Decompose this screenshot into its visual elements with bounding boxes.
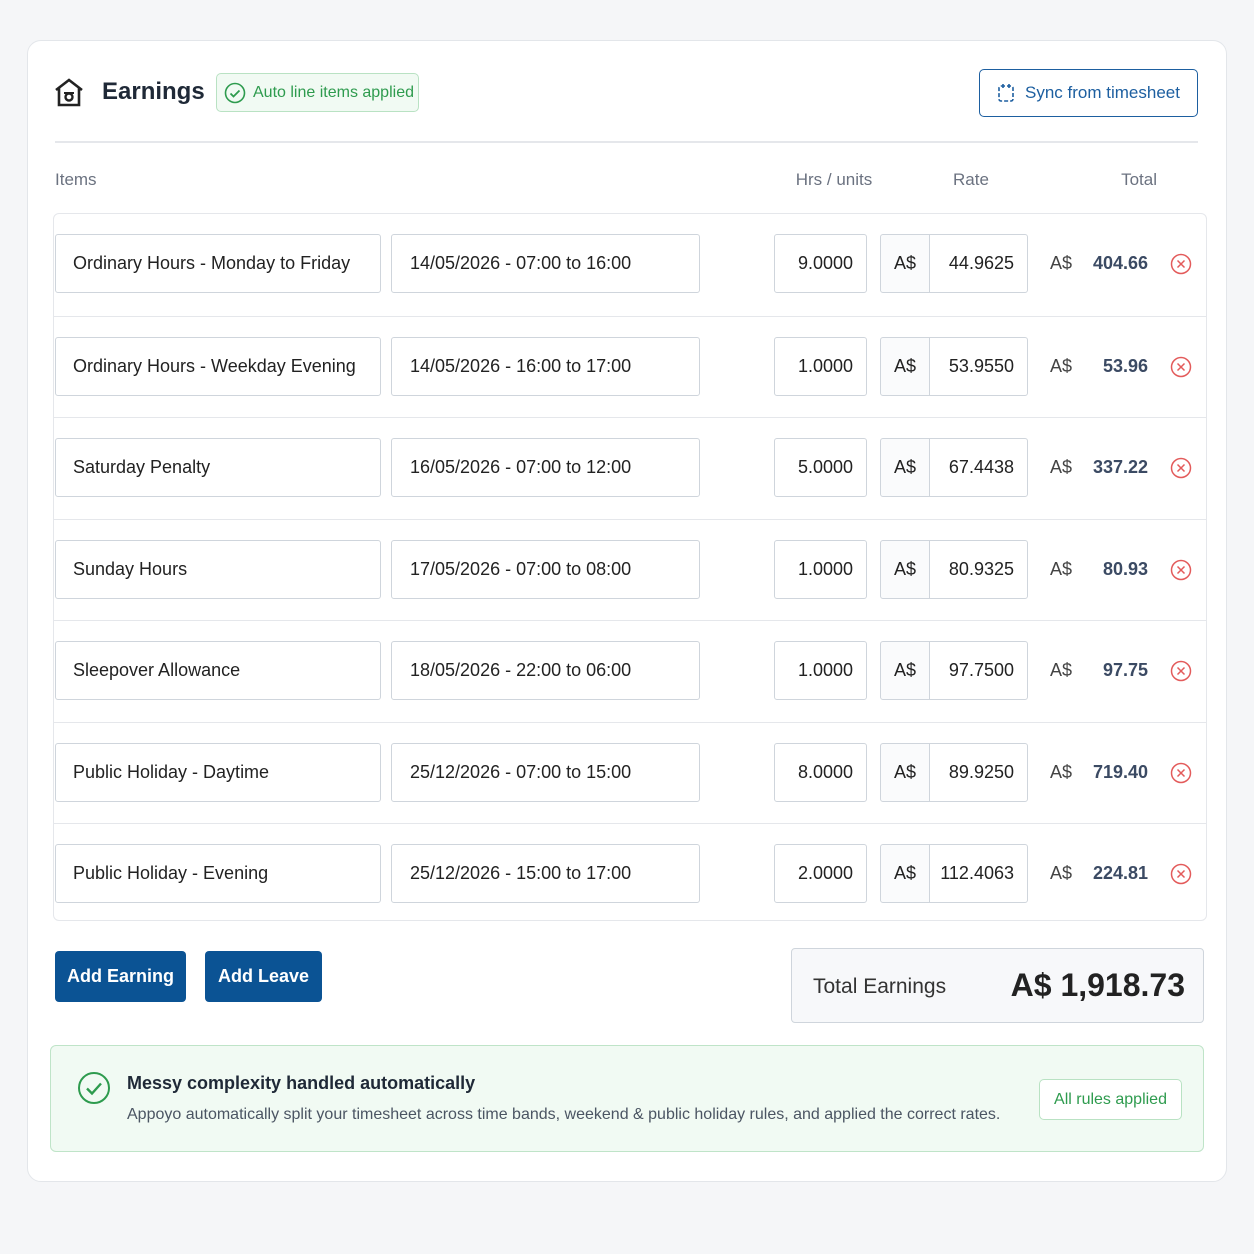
total-currency: A$: [1050, 660, 1073, 680]
notice-text: Appoyo automatically split your timeshee…: [127, 1106, 1001, 1123]
notice-title: Messy complexity handled automatically: [127, 1073, 476, 1093]
line-total: 53.96: [1102, 355, 1148, 376]
currency-cell: A$: [880, 844, 930, 903]
add-leave-button[interactable]: Add Leave: [205, 951, 322, 1002]
total-label: Total Earnings: [813, 975, 947, 998]
remove-icon: [1170, 762, 1192, 783]
line-total: 719.40: [1092, 761, 1148, 782]
remove-button[interactable]: [1170, 356, 1192, 378]
title: Earnings: [102, 78, 205, 105]
rate-input[interactable]: 97.7500: [929, 641, 1028, 700]
add-earning-button[interactable]: Add Earning: [55, 951, 186, 1002]
currency-cell: A$: [880, 438, 930, 497]
line-total: 224.81: [1092, 863, 1148, 883]
hours-input[interactable]: 1.0000: [774, 539, 867, 599]
remove-button[interactable]: [1170, 863, 1192, 885]
hours-input[interactable]: 2.0000: [774, 844, 867, 903]
total-value: A$ 1,918.73: [1010, 967, 1185, 1003]
earning-row: Public Holiday - Evening 25/12/2026 - 15:…: [54, 823, 1206, 925]
col-items: Items: [55, 170, 97, 189]
total-box: Total Earnings A$ 1,918.73: [791, 948, 1204, 1023]
earning-row: Ordinary Hours - Weekday Evening 14/05/20…: [54, 315, 1206, 418]
rows-container: Ordinary Hours - Monday to Friday 14/05/2…: [53, 213, 1207, 921]
period-input[interactable]: 25/12/2026 - 15:00 to 17:00: [391, 844, 700, 903]
remove-button[interactable]: [1170, 457, 1192, 479]
rate-input[interactable]: 112.4063: [929, 844, 1028, 903]
item-input[interactable]: Public Holiday - Daytime: [55, 742, 381, 802]
remove-icon: [1170, 253, 1192, 275]
hours-input[interactable]: 9.0000: [774, 234, 867, 293]
notice: Messy complexity handled automatically A…: [50, 1045, 1204, 1152]
remove-button[interactable]: [1170, 762, 1192, 784]
divider: [55, 141, 1198, 143]
rules-badge: All rules applied: [1039, 1079, 1182, 1120]
rate-input[interactable]: 44.9625: [929, 234, 1028, 293]
total-currency: A$: [1050, 355, 1073, 376]
currency-cell: A$: [880, 742, 930, 802]
remove-icon: [1170, 559, 1192, 580]
period-input[interactable]: 16/05/2026 - 07:00 to 12:00: [391, 438, 700, 497]
currency-cell: A$: [880, 641, 930, 700]
check-icon: [224, 82, 246, 104]
remove-icon: [1170, 863, 1192, 885]
item-input[interactable]: Public Holiday - Evening: [55, 844, 381, 903]
remove-icon: [1170, 356, 1192, 377]
line-total: 404.66: [1092, 253, 1148, 273]
remove-icon: [1170, 457, 1192, 479]
line-total: 337.22: [1092, 457, 1148, 477]
period-input[interactable]: 18/05/2026 - 22:00 to 06:00: [391, 641, 700, 700]
item-input[interactable]: Sunday Hours: [55, 539, 381, 599]
line-total: 97.75: [1102, 660, 1148, 680]
period-input[interactable]: 17/05/2026 - 07:00 to 08:00: [391, 539, 700, 599]
sync-button[interactable]: Sync from timesheet: [979, 69, 1198, 117]
period-input[interactable]: 25/12/2026 - 07:00 to 15:00: [391, 742, 700, 802]
total-currency: A$: [1050, 761, 1073, 782]
item-input[interactable]: Ordinary Hours - Weekday Evening: [55, 336, 381, 396]
earning-row: Sunday Hours 17/05/2026 - 07:00 to 08:00 1…: [54, 518, 1206, 621]
currency-cell: A$: [880, 539, 930, 599]
total-currency: A$: [1050, 253, 1073, 273]
earning-row: Saturday Penalty 16/05/2026 - 07:00 to 12…: [54, 417, 1206, 519]
item-input[interactable]: Ordinary Hours - Monday to Friday: [55, 234, 381, 293]
rate-input[interactable]: 67.4438: [929, 438, 1028, 497]
remove-icon: [1170, 660, 1192, 682]
rate-input[interactable]: 53.9550: [929, 336, 1028, 396]
earning-row: Public Holiday - Daytime 25/12/2026 - 07:…: [54, 721, 1206, 824]
house-icon: [55, 78, 83, 107]
total-currency: A$: [1050, 863, 1073, 883]
remove-button[interactable]: [1170, 559, 1192, 581]
sync-icon: [998, 84, 1014, 102]
col-hours: Hrs / units: [795, 170, 873, 189]
total-currency: A$: [1050, 457, 1073, 477]
item-input[interactable]: Saturday Penalty: [55, 438, 381, 497]
sync-label: Sync from timesheet: [1025, 83, 1180, 102]
line-total: 80.93: [1102, 558, 1148, 579]
col-total: Total: [1121, 170, 1157, 189]
badge-text: Auto line items applied: [253, 84, 414, 101]
hours-input[interactable]: 8.0000: [774, 742, 867, 802]
period-input[interactable]: 14/05/2026 - 07:00 to 16:00: [391, 234, 700, 293]
total-currency: A$: [1050, 558, 1073, 579]
status-badge: Auto line items applied: [216, 73, 419, 112]
hours-input[interactable]: 1.0000: [774, 336, 867, 396]
earning-row: Ordinary Hours - Monday to Friday 14/05/2…: [54, 214, 1206, 316]
col-rate: Rate: [953, 170, 989, 189]
hours-input[interactable]: 1.0000: [774, 641, 867, 700]
rate-input[interactable]: 80.9325: [929, 539, 1028, 599]
rate-input[interactable]: 89.9250: [929, 742, 1028, 802]
notice-icon: [78, 1072, 110, 1104]
currency-cell: A$: [880, 336, 930, 396]
period-input[interactable]: 14/05/2026 - 16:00 to 17:00: [391, 336, 700, 396]
item-input[interactable]: Sleepover Allowance: [55, 641, 381, 700]
earning-row: Sleepover Allowance 18/05/2026 - 22:00 to…: [54, 620, 1206, 722]
currency-cell: A$: [880, 234, 930, 293]
remove-button[interactable]: [1170, 660, 1192, 682]
remove-button[interactable]: [1170, 253, 1192, 275]
hours-input[interactable]: 5.0000: [774, 438, 867, 497]
